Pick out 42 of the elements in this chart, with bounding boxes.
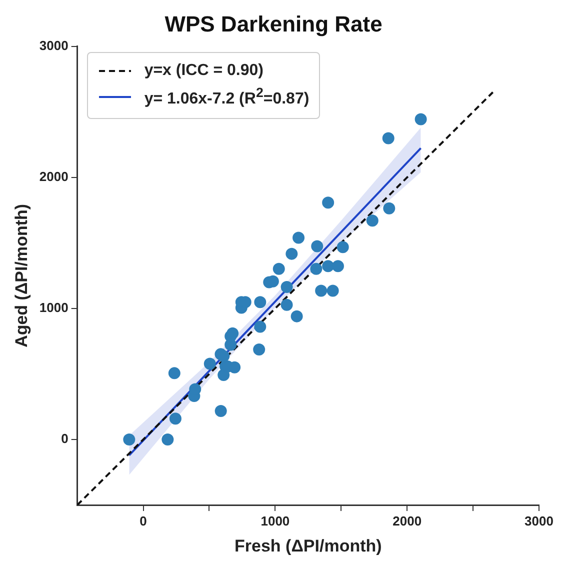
y-tick-label: 3000 (39, 38, 68, 53)
point (253, 343, 266, 356)
legend-label: y=x (ICC = 0.90) (144, 62, 264, 80)
point (292, 232, 305, 244)
point (204, 358, 216, 370)
point (272, 262, 285, 275)
point (322, 260, 334, 272)
y-tick-label: 0 (61, 431, 68, 446)
point (315, 284, 328, 297)
point (332, 260, 344, 272)
x-tick-label: 1000 (260, 513, 290, 528)
legend-label: y= 1.06x-7.2 (R$^{2}$=0.87) (144, 85, 310, 109)
point (169, 412, 182, 425)
y-tick-label: 1000 (39, 300, 68, 316)
x-axis-title: Fresh (ΔPI/month) (234, 536, 382, 556)
point (414, 113, 427, 126)
point (218, 350, 230, 362)
y-axis-title: Aged (ΔPI/month) (12, 204, 31, 348)
x-tick-label: 0 (140, 513, 147, 528)
point (382, 132, 394, 144)
point (254, 320, 266, 333)
point (366, 214, 378, 227)
point (326, 284, 339, 297)
point (214, 405, 227, 418)
point (162, 433, 174, 446)
point (336, 241, 349, 254)
point (322, 196, 334, 209)
point (254, 296, 266, 308)
point (383, 202, 396, 214)
x-tick-label: 2000 (392, 513, 422, 528)
point (280, 298, 293, 311)
point (311, 240, 324, 252)
x-tick-label: 3000 (524, 513, 554, 528)
point (123, 433, 136, 446)
point (168, 367, 180, 380)
point (310, 262, 322, 275)
chart-title: WPS Darkening Rate (164, 11, 382, 36)
point (226, 327, 239, 340)
point (290, 310, 303, 322)
point (280, 280, 293, 293)
y-tick-label: 2000 (39, 169, 68, 184)
point (286, 248, 298, 260)
